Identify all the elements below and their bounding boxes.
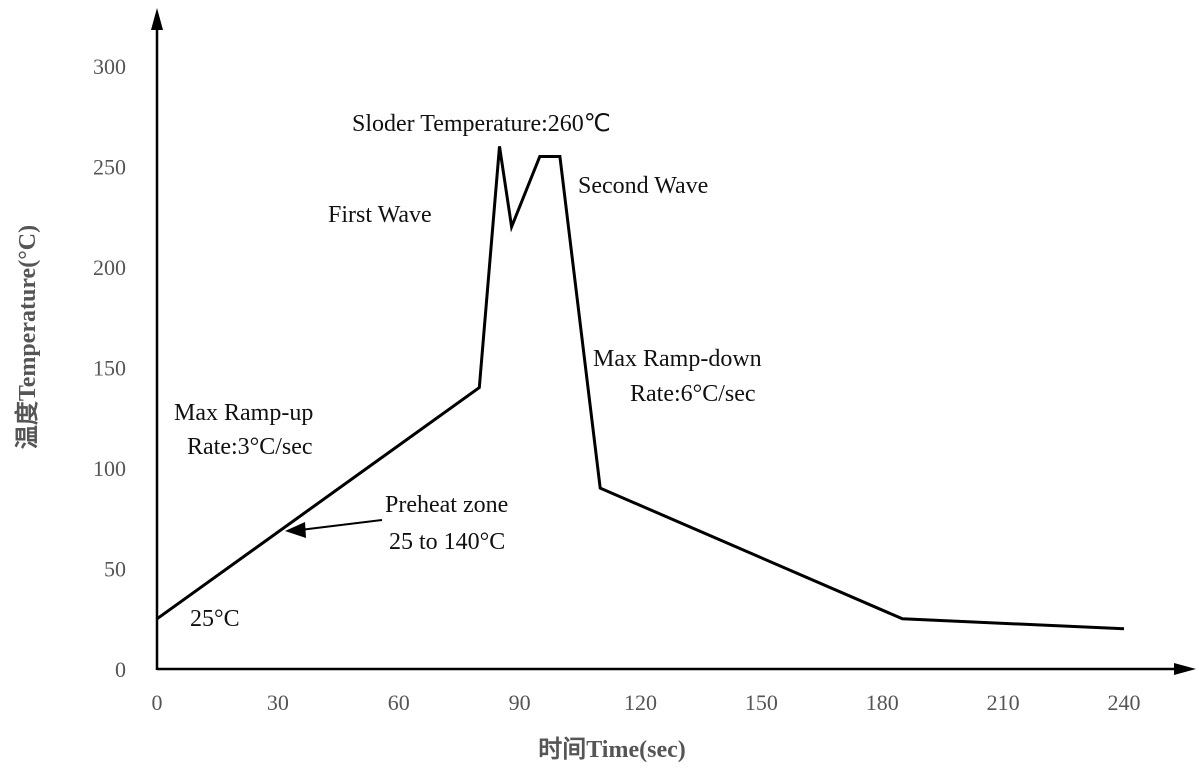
x-tick-label: 0	[152, 690, 163, 715]
preheat-zone-label-line2: 25 to 140°C	[389, 529, 505, 555]
x-tick-label: 30	[267, 690, 289, 715]
x-tick-labels: 0 30 60 90 120 150 180 210 240	[152, 690, 1141, 715]
x-tick-label: 60	[388, 690, 410, 715]
y-tick-label: 250	[93, 155, 126, 180]
x-tick-label: 240	[1108, 690, 1141, 715]
start-temperature-label: 25°C	[190, 606, 240, 632]
x-tick-label: 180	[866, 690, 899, 715]
ramp-down-label-line1: Max Ramp-down	[593, 346, 762, 372]
preheat-pointer-line	[299, 519, 383, 531]
solder-temperature-label: Sloder Temperature:260℃	[352, 111, 611, 137]
y-tick-label: 0	[115, 657, 126, 682]
x-tick-label: 210	[987, 690, 1020, 715]
y-tick-label: 100	[93, 456, 126, 481]
profile-points	[156, 146, 1125, 629]
x-tick-label: 150	[745, 690, 778, 715]
x-axis-title: 时间Time(sec)	[538, 736, 686, 763]
y-tick-labels: 0 50 100 150 200 250 300	[93, 54, 126, 682]
second-wave-label: Second Wave	[578, 173, 708, 199]
y-tick-label: 50	[104, 557, 126, 582]
x-tick-label: 120	[624, 690, 657, 715]
y-axis-title: 温度Temperature(°C)	[13, 225, 41, 449]
y-axis-arrow	[151, 8, 163, 30]
y-tick-label: 150	[93, 356, 126, 381]
ramp-up-label-line1: Max Ramp-up	[174, 400, 313, 426]
preheat-pointer-arrowhead	[285, 522, 306, 538]
y-tick-label: 300	[93, 54, 126, 79]
ramp-down-label-line2: Rate:6°C/sec	[630, 381, 756, 407]
y-tick-label: 200	[93, 255, 126, 280]
preheat-zone-label-line1: Preheat zone	[385, 492, 508, 518]
ramp-up-label-line2: Rate:3°C/sec	[187, 434, 313, 460]
x-tick-label: 90	[509, 690, 531, 715]
first-wave-label: First Wave	[328, 202, 432, 228]
x-axis-arrow	[1174, 663, 1196, 675]
